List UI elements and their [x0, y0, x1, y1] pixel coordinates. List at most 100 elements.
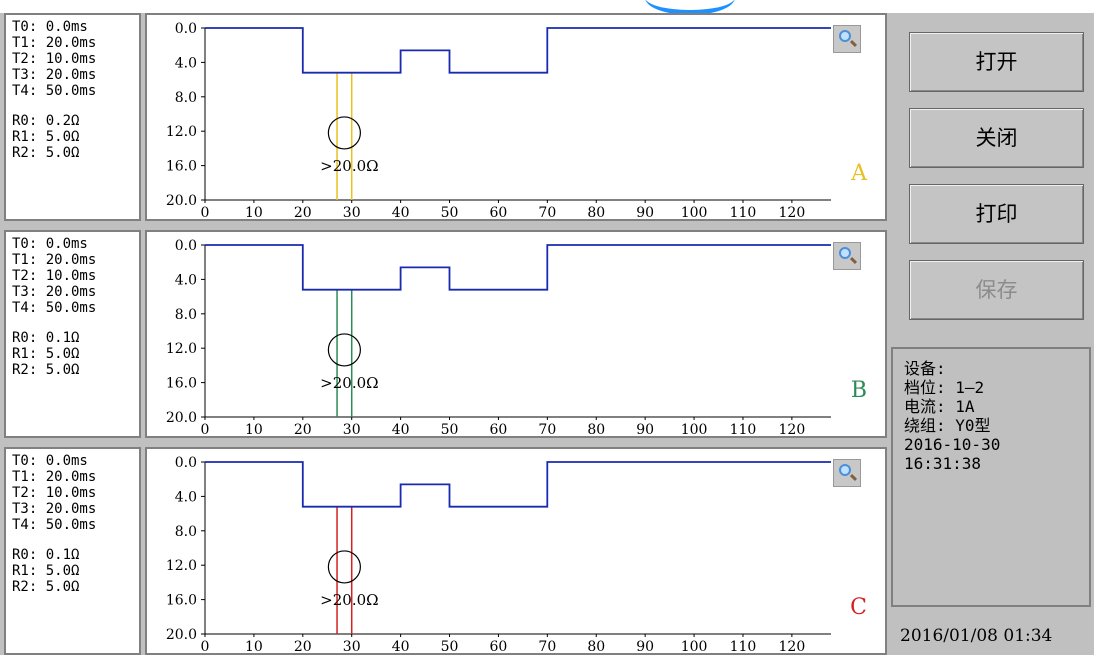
winding-type: 绕组: Y0型	[904, 416, 991, 435]
status-panel: 设备: 档位: 1—2 电流: 1A 绕组: Y0型 2016-10-30 16…	[891, 347, 1091, 607]
tap-position: 档位: 1—2	[904, 378, 985, 397]
resistance-trace	[205, 27, 831, 74]
x-tick-label: 120	[779, 639, 806, 653]
x-tick-label: 80	[587, 639, 605, 653]
r0-value: R0: 0.1Ω	[12, 547, 80, 563]
resistance-annotation: >20.0Ω	[320, 157, 378, 175]
x-tick-label: 0	[201, 639, 210, 653]
r2-value: R2: 5.0Ω	[12, 145, 80, 161]
t0-value: T0: 0.0ms	[12, 453, 88, 469]
logo-arc	[645, 0, 735, 15]
t0-value: T0: 0.0ms	[12, 236, 88, 252]
timing-info-a: T0: 0.0ms T1: 20.0ms T2: 10.0ms T3: 20.0…	[4, 13, 141, 221]
r0-value: R0: 0.2Ω	[12, 113, 80, 129]
x-tick-label: 30	[343, 205, 361, 219]
t4-value: T4: 50.0ms	[12, 83, 97, 99]
x-tick-label: 20	[294, 422, 312, 436]
timing-info-c: T0: 0.0ms T1: 20.0ms T2: 10.0ms T3: 20.0…	[4, 447, 141, 655]
zoom-icon[interactable]	[833, 459, 861, 487]
phase-label-c: C	[850, 595, 867, 620]
t4-value: T4: 50.0ms	[12, 300, 97, 316]
y-tick-label: 12.0	[166, 558, 197, 574]
x-tick-label: 60	[490, 422, 508, 436]
open-button[interactable]: 打开	[909, 32, 1084, 92]
x-tick-label: 30	[343, 639, 361, 653]
r0-value: R0: 0.1Ω	[12, 330, 80, 346]
r1-value: R1: 5.0Ω	[12, 563, 80, 579]
y-tick-label: 20.0	[166, 627, 197, 643]
x-tick-label: 60	[490, 639, 508, 653]
x-tick-label: 90	[636, 205, 654, 219]
t1-value: T1: 20.0ms	[12, 469, 97, 485]
x-tick-label: 100	[681, 422, 708, 436]
zoom-icon[interactable]	[833, 242, 861, 270]
x-tick-label: 50	[441, 639, 459, 653]
x-tick-label: 50	[441, 422, 459, 436]
x-tick-label: 40	[392, 639, 410, 653]
y-tick-label: 16.0	[166, 593, 197, 609]
r2-value: R2: 5.0Ω	[12, 362, 80, 378]
test-time: 16:31:38	[904, 454, 982, 473]
x-tick-label: 20	[294, 639, 312, 653]
y-tick-label: 20.0	[166, 410, 197, 426]
x-tick-label: 70	[538, 205, 556, 219]
x-tick-label: 120	[779, 205, 806, 219]
x-tick-label: 20	[294, 205, 312, 219]
x-tick-label: 40	[392, 205, 410, 219]
y-tick-label: 8.0	[175, 524, 197, 540]
fault-circle	[327, 550, 361, 584]
x-tick-label: 10	[245, 422, 263, 436]
save-button[interactable]: 保存	[909, 260, 1084, 320]
test-current: 电流: 1A	[904, 397, 975, 416]
t2-value: T2: 10.0ms	[12, 268, 97, 284]
t2-value: T2: 10.0ms	[12, 485, 97, 501]
x-tick-label: 50	[441, 205, 459, 219]
y-tick-label: 4.0	[175, 489, 197, 505]
t1-value: T1: 20.0ms	[12, 35, 97, 51]
y-tick-label: 12.0	[166, 124, 197, 140]
resistance-annotation: >20.0Ω	[320, 374, 378, 392]
t3-value: T3: 20.0ms	[12, 501, 97, 517]
print-button[interactable]: 打印	[909, 184, 1084, 244]
x-tick-label: 110	[730, 639, 757, 653]
fault-circle	[327, 116, 361, 150]
chart-b[interactable]: 0.0 4.0 8.0 12.0 16.0 20.0 0 10 20 30 40 50 60 70 80 90…	[145, 230, 887, 438]
x-tick-label: 110	[730, 422, 757, 436]
t4-value: T4: 50.0ms	[12, 517, 97, 533]
y-tick-label: 8.0	[175, 90, 197, 106]
x-tick-label: 40	[392, 422, 410, 436]
t3-value: T3: 20.0ms	[12, 284, 97, 300]
resistance-trace	[205, 461, 831, 508]
y-tick-label: 0.0	[175, 455, 197, 471]
y-tick-label: 20.0	[166, 193, 197, 209]
x-tick-label: 70	[538, 422, 556, 436]
r1-value: R1: 5.0Ω	[12, 346, 80, 362]
x-tick-label: 0	[201, 422, 210, 436]
t2-value: T2: 10.0ms	[12, 51, 97, 67]
x-tick-label: 100	[681, 205, 708, 219]
device-label: 设备:	[904, 359, 946, 378]
zoom-icon[interactable]	[833, 25, 861, 53]
close-button[interactable]: 关闭	[909, 108, 1084, 168]
chart-svg-a: 0.0 4.0 8.0 12.0 16.0 20.0 0 10 20 30 40 50 60 70 80 90…	[166, 21, 831, 219]
system-clock: 2016/01/08 01:34	[900, 626, 1053, 646]
y-tick-label: 16.0	[166, 159, 197, 175]
t3-value: T3: 20.0ms	[12, 67, 97, 83]
x-tick-label: 80	[587, 422, 605, 436]
x-tick-label: 10	[245, 639, 263, 653]
resistance-trace	[205, 244, 831, 291]
t1-value: T1: 20.0ms	[12, 252, 97, 268]
timing-info-b: T0: 0.0ms T1: 20.0ms T2: 10.0ms T3: 20.0…	[4, 230, 141, 438]
y-tick-label: 0.0	[175, 21, 197, 37]
x-tick-label: 90	[636, 422, 654, 436]
y-tick-label: 4.0	[175, 55, 197, 71]
resistance-annotation: >20.0Ω	[320, 591, 378, 609]
chart-c[interactable]: 0.0 4.0 8.0 12.0 16.0 20.0 0 10 20 30 40 50 60 70 80 90…	[145, 447, 887, 655]
x-tick-label: 110	[730, 205, 757, 219]
x-tick-label: 30	[343, 422, 361, 436]
chart-a[interactable]: 0.0 4.0 8.0 12.0 16.0 20.0 0 10 20 30 40 50 60 70 80 90…	[145, 13, 887, 221]
test-date: 2016-10-30	[904, 435, 1001, 454]
t0-value: T0: 0.0ms	[12, 19, 88, 35]
x-tick-label: 60	[490, 205, 508, 219]
chart-svg-b: 0.0 4.0 8.0 12.0 16.0 20.0 0 10 20 30 40 50 60 70 80 90…	[166, 238, 831, 436]
